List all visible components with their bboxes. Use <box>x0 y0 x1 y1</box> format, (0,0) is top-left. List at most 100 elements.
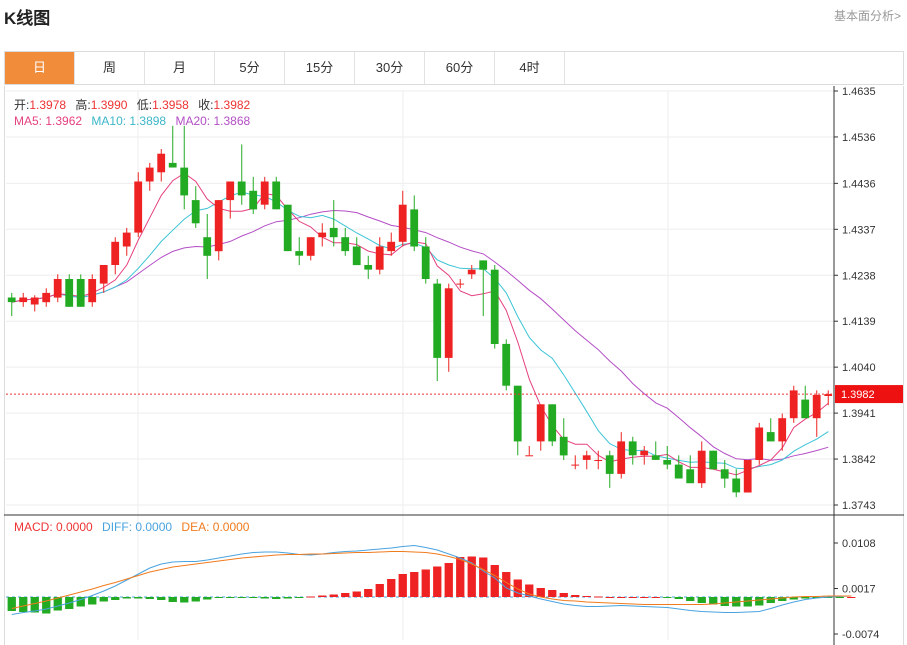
macd-histogram-bar <box>456 557 465 597</box>
macd-histogram-bar <box>789 597 798 600</box>
open-label: 开: <box>14 98 30 112</box>
candle-body <box>410 209 419 247</box>
current-price-label: 1.3982 <box>841 389 875 401</box>
diff-line <box>11 544 852 615</box>
candle-body <box>226 181 235 201</box>
candle <box>467 265 476 279</box>
candle-body <box>812 395 821 419</box>
candle <box>157 149 166 182</box>
macd-histogram-bar <box>237 597 246 598</box>
candle-body <box>720 469 729 479</box>
candle <box>812 390 821 437</box>
macd-histogram-bar <box>329 594 338 597</box>
macd-histogram-bar <box>341 593 350 597</box>
candle <box>743 459 752 493</box>
candle <box>180 125 189 210</box>
macd-histogram-bar <box>157 597 166 600</box>
fundamental-analysis-link[interactable]: 基本面分析> <box>833 9 901 23</box>
price-tick-label: 1.3941 <box>842 408 876 420</box>
macd-histogram-bar <box>7 597 16 611</box>
price-tick-label: 1.4536 <box>842 132 876 144</box>
candle-body <box>191 200 200 224</box>
candle-body <box>571 464 580 466</box>
macd-histogram-bar <box>42 597 51 614</box>
candle <box>433 278 442 382</box>
candle <box>19 292 28 307</box>
price-tick-label: 1.4139 <box>842 316 876 328</box>
candle <box>766 418 775 442</box>
candle <box>686 455 695 484</box>
ma10-line <box>11 191 829 470</box>
candle-body <box>398 204 407 242</box>
candle <box>375 237 384 275</box>
candle-body <box>168 162 177 168</box>
tab-60min[interactable]: 60分 <box>425 52 495 84</box>
candle-body <box>122 232 131 247</box>
diff-legend-value: DIFF: 0.0000 <box>102 520 173 534</box>
candle-body <box>7 297 16 303</box>
candle-body <box>490 269 499 344</box>
macd-histogram-bar <box>410 572 419 597</box>
macd-histogram-bar <box>548 590 557 597</box>
macd-histogram-bar <box>755 597 764 606</box>
macd-histogram-bar <box>421 569 430 597</box>
candle-body <box>778 418 787 442</box>
candle <box>329 200 338 247</box>
candle-body <box>617 441 626 474</box>
candle <box>306 237 315 261</box>
tab-week[interactable]: 周 <box>75 52 145 84</box>
macd-tick-label: 0.0108 <box>842 538 876 550</box>
macd-histogram-bar <box>214 597 223 598</box>
tab-4hour[interactable]: 4时 <box>495 52 565 84</box>
ma20-line <box>11 209 829 461</box>
close-label: 收: <box>198 98 214 112</box>
macd-histogram-bar <box>295 597 304 598</box>
macd-histogram-bar <box>812 597 821 598</box>
candle <box>663 446 672 470</box>
candle-body <box>203 237 212 256</box>
tab-day[interactable]: 日 <box>5 52 75 84</box>
low-value: 1.3958 <box>152 98 189 112</box>
candle-body <box>76 279 85 307</box>
macd-histogram-bar <box>318 595 327 597</box>
candle <box>76 274 85 307</box>
candle <box>53 274 62 303</box>
candle-body <box>237 181 246 196</box>
candle <box>295 237 304 266</box>
candle-body <box>502 343 511 386</box>
candle <box>283 204 292 252</box>
macd-histogram-bar <box>709 597 718 605</box>
tab-15min[interactable]: 15分 <box>285 52 355 84</box>
candle-body <box>375 246 384 270</box>
price-tick-label: 1.4635 <box>842 86 876 98</box>
candle <box>640 446 649 465</box>
candle-body <box>65 279 74 307</box>
dea-line <box>11 551 852 609</box>
candle-body <box>525 455 534 457</box>
candle <box>398 190 407 247</box>
candle-body <box>789 390 798 419</box>
candle <box>410 195 419 252</box>
tab-month[interactable]: 月 <box>145 52 215 84</box>
high-value: 1.3990 <box>90 98 128 112</box>
candle-body <box>548 404 557 442</box>
candle <box>260 176 269 210</box>
tab-30min[interactable]: 30分 <box>355 52 425 84</box>
candle-body <box>513 385 522 442</box>
candle-body <box>111 241 120 265</box>
macd-histogram-bar <box>479 557 488 597</box>
candle-body <box>341 237 350 252</box>
candle-body <box>801 399 810 419</box>
candle <box>824 390 833 406</box>
macd-histogram-bar <box>249 597 258 598</box>
candle-body <box>53 279 62 298</box>
macd-histogram-bar <box>640 597 649 598</box>
macd-histogram-bar <box>697 597 706 603</box>
candle <box>134 172 143 238</box>
candle-body <box>640 450 649 456</box>
candle <box>364 255 373 279</box>
tab-5min[interactable]: 5分 <box>215 52 285 84</box>
candle-body <box>214 200 223 252</box>
macd-legend: MACD: 0.0000 DIFF: 0.0000 DEA: 0.0000 <box>14 520 255 534</box>
